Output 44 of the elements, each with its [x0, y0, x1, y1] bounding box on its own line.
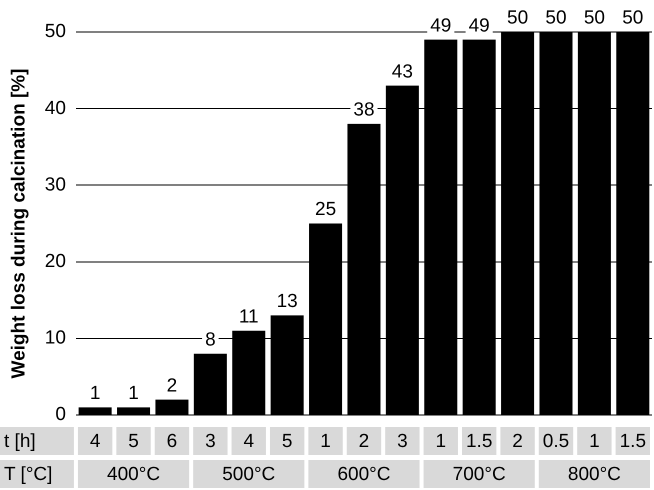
- x-tick-label: 5: [282, 431, 292, 452]
- y-tick-label: 20: [44, 251, 66, 272]
- data-label: 43: [392, 61, 413, 82]
- text: 600°C: [337, 464, 390, 486]
- x-tick-label: 1: [589, 431, 600, 452]
- text: 400°C: [107, 464, 160, 486]
- x-tick-label: 2: [358, 431, 370, 452]
- y-tick-label: 0: [55, 404, 66, 426]
- data-label: 1: [128, 383, 139, 404]
- data-label: 49: [430, 15, 452, 36]
- data-label: 25: [314, 199, 336, 220]
- y-tick-label: 10: [44, 328, 66, 349]
- text: 700°C: [452, 464, 506, 486]
- text: t [h]: [4, 431, 36, 452]
- data-label: 49: [468, 15, 490, 36]
- data-label: 50: [622, 8, 644, 29]
- y-tick-label: 40: [44, 98, 66, 119]
- y-tick-label: 30: [44, 174, 66, 196]
- data-label: 50: [545, 8, 567, 29]
- x-tick-label: 1: [435, 431, 446, 452]
- data-label: 13: [276, 291, 298, 312]
- x-tick-label: 1: [320, 431, 331, 452]
- x-tick-label: 4: [243, 431, 254, 452]
- data-label: 50: [507, 8, 528, 29]
- x-tick-label: 1.5: [466, 431, 492, 452]
- x-tick-label: 4: [90, 431, 101, 452]
- y-axis-title: Weight loss during calcination [%]: [8, 68, 30, 379]
- x-tick-label: 1.5: [620, 431, 646, 452]
- data-label: 38: [353, 100, 375, 121]
- data-label: 2: [166, 375, 178, 396]
- y-tick-label: 50: [44, 21, 66, 42]
- data-label: 1: [90, 383, 100, 404]
- x-tick-label: 2: [512, 431, 523, 452]
- x-tick-label: 5: [128, 431, 139, 452]
- text: 500°C: [222, 464, 276, 486]
- x-tick-label: 3: [205, 431, 216, 452]
- text: 800°C: [568, 464, 621, 486]
- x-tick-label: 3: [397, 431, 408, 452]
- x-tick-label: 0.5: [542, 431, 570, 452]
- data-label: 50: [584, 8, 605, 29]
- data-label: 11: [238, 306, 259, 328]
- data-label: 8: [205, 329, 216, 350]
- x-tick-label: 6: [166, 431, 178, 452]
- text: T [°C]: [4, 464, 52, 486]
